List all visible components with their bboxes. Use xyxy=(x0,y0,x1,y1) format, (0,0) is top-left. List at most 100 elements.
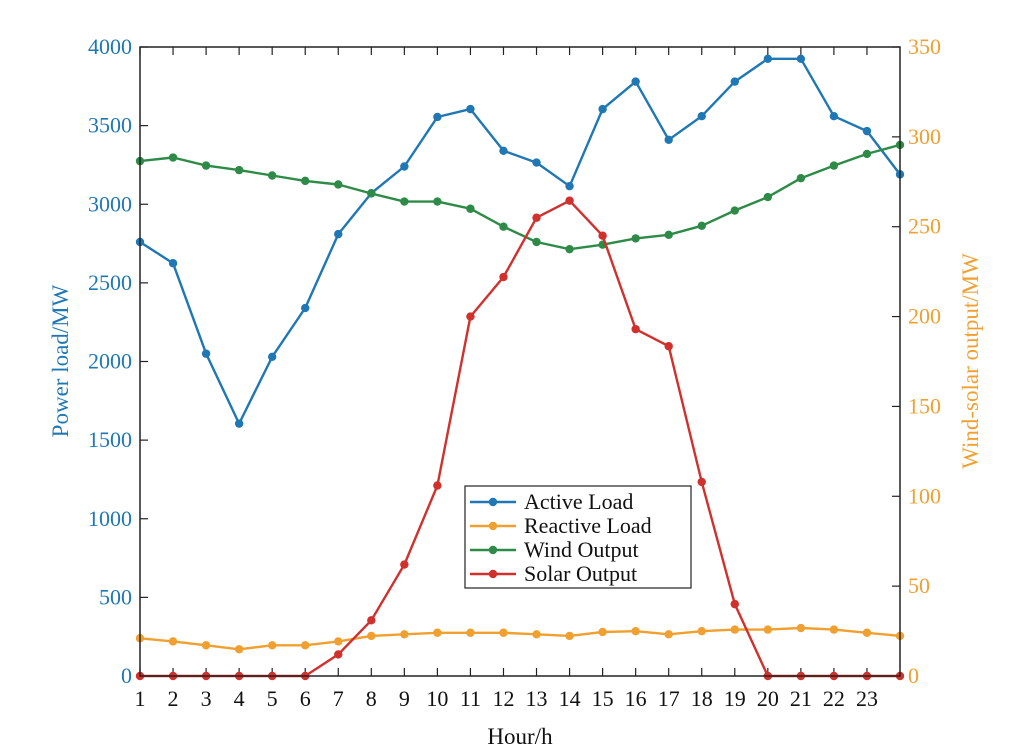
data-point-wind-output xyxy=(400,197,409,206)
data-point-active-load xyxy=(862,126,872,136)
data-point-reactive-load xyxy=(763,625,773,634)
data-point-wind-output xyxy=(301,176,310,186)
data-point-solar-output xyxy=(697,477,706,487)
data-point-reactive-load xyxy=(433,628,442,637)
legend-label-active-load: Active Load xyxy=(524,489,633,514)
data-point-wind-output xyxy=(730,206,739,215)
left-tick-label: 0 xyxy=(121,663,132,688)
series-line-wind-output xyxy=(139,143,901,251)
legend-label-reactive-load: Reactive Load xyxy=(524,513,652,538)
x-tick-label: 4 xyxy=(234,686,245,711)
data-point-active-load xyxy=(466,104,475,114)
data-point-wind-output xyxy=(862,149,872,159)
data-point-wind-output xyxy=(367,189,376,198)
data-point-wind-output xyxy=(565,244,574,254)
right-tick-label: 200 xyxy=(908,304,941,329)
x-tick-label: 8 xyxy=(366,686,377,711)
x-tick-label: 18 xyxy=(691,686,713,711)
data-point-active-load xyxy=(664,135,673,144)
data-point-active-load xyxy=(168,259,178,268)
data-point-solar-output xyxy=(367,616,376,625)
right-axis-label: Wind-solar output/MW xyxy=(958,253,983,469)
data-point-active-load xyxy=(499,146,508,155)
data-point-solar-output xyxy=(598,231,607,240)
data-point-solar-output xyxy=(730,599,739,609)
data-point-wind-output xyxy=(532,237,541,247)
data-point-solar-output xyxy=(631,324,640,334)
data-point-reactive-load xyxy=(367,631,376,641)
data-point-active-load xyxy=(267,352,277,361)
data-point-wind-output xyxy=(334,180,343,189)
tick-labels: 0500100015002000250030003500400005010015… xyxy=(88,34,941,711)
legend-marker-active-load xyxy=(488,497,498,507)
data-point-reactive-load xyxy=(201,641,211,650)
data-point-wind-output xyxy=(664,230,673,240)
x-tick-label: 1 xyxy=(135,686,146,711)
data-point-reactive-load xyxy=(664,630,673,639)
x-tick-label: 22 xyxy=(823,686,845,711)
data-point-active-load xyxy=(201,349,211,358)
data-point-solar-output xyxy=(499,272,508,282)
x-tick-label: 15 xyxy=(592,686,614,711)
left-tick-label: 1000 xyxy=(88,506,132,531)
x-tick-label: 2 xyxy=(168,686,179,711)
x-tick-label: 3 xyxy=(201,686,212,711)
data-point-reactive-load xyxy=(598,627,607,637)
data-point-active-load xyxy=(565,181,574,191)
data-point-reactive-load xyxy=(565,631,574,641)
data-point-active-load xyxy=(334,229,343,239)
x-tick-label: 9 xyxy=(399,686,410,711)
data-point-wind-output xyxy=(267,171,277,180)
data-point-wind-output xyxy=(829,161,839,170)
x-tick-label: 17 xyxy=(658,686,680,711)
data-point-reactive-load xyxy=(532,630,541,639)
left-tick-label: 3000 xyxy=(88,191,132,216)
right-tick-label: 250 xyxy=(908,214,941,239)
data-point-solar-output xyxy=(400,560,409,569)
left-axis-label: Power load/MW xyxy=(48,284,73,437)
data-point-reactive-load xyxy=(730,625,739,634)
x-tick-label: 11 xyxy=(460,686,481,711)
x-tick-label: 5 xyxy=(267,686,278,711)
left-tick-label: 500 xyxy=(99,584,132,609)
data-point-active-load xyxy=(598,104,607,114)
data-point-reactive-load xyxy=(400,630,409,639)
legend-label-solar-output: Solar Output xyxy=(524,561,637,586)
data-point-active-load xyxy=(532,158,541,167)
data-point-active-load xyxy=(631,77,640,86)
x-tick-label: 23 xyxy=(856,686,878,711)
x-tick-label: 19 xyxy=(724,686,746,711)
data-point-reactive-load xyxy=(499,628,508,637)
data-point-wind-output xyxy=(631,234,640,243)
x-axis-label: Hour/h xyxy=(487,724,553,749)
legend-label-wind-output: Wind Output xyxy=(524,537,639,562)
data-point-active-load xyxy=(433,112,442,122)
data-point-reactive-load xyxy=(829,625,839,634)
data-point-reactive-load xyxy=(234,645,244,654)
data-point-wind-output xyxy=(234,165,244,175)
data-point-solar-output xyxy=(433,481,442,490)
data-point-wind-output xyxy=(499,222,508,231)
data-point-active-load xyxy=(796,54,806,63)
data-point-reactive-load xyxy=(301,641,310,650)
data-point-active-load xyxy=(730,77,739,86)
data-point-reactive-load xyxy=(466,628,475,637)
data-point-reactive-load xyxy=(168,637,178,646)
tick-marks xyxy=(139,46,900,677)
left-tick-label: 3500 xyxy=(88,113,132,138)
x-tick-label: 20 xyxy=(757,686,779,711)
data-point-reactive-load xyxy=(862,628,872,637)
plot-frame xyxy=(139,46,901,677)
data-point-wind-output xyxy=(433,197,442,206)
right-tick-label: 0 xyxy=(908,663,919,688)
right-tick-label: 150 xyxy=(908,393,941,418)
left-tick-label: 2000 xyxy=(88,349,132,374)
data-point-wind-output xyxy=(201,161,211,170)
left-tick-label: 2500 xyxy=(88,270,132,295)
data-point-reactive-load xyxy=(334,637,343,646)
data-point-wind-output xyxy=(697,221,706,231)
data-point-wind-output xyxy=(168,153,178,162)
right-tick-label: 100 xyxy=(908,483,941,508)
data-point-solar-output xyxy=(532,213,541,222)
